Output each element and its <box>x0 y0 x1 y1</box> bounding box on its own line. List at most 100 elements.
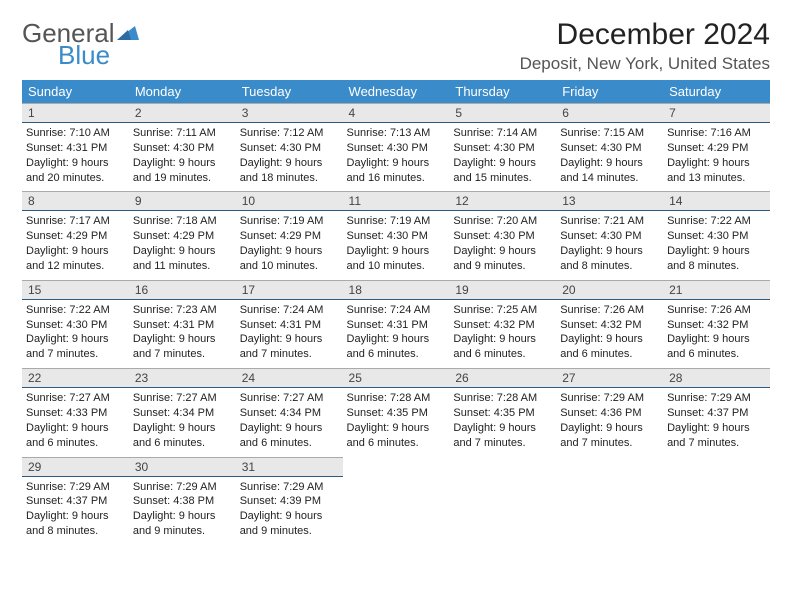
logo-text-blue: Blue <box>58 42 139 68</box>
sunrise-text: Sunrise: 7:27 AM <box>240 391 339 406</box>
sunset-text: Sunset: 4:30 PM <box>347 229 446 244</box>
sunrise-text: Sunrise: 7:27 AM <box>133 391 232 406</box>
sunrise-text: Sunrise: 7:22 AM <box>26 303 125 318</box>
sunrise-text: Sunrise: 7:11 AM <box>133 126 232 141</box>
sunset-text: Sunset: 4:31 PM <box>133 318 232 333</box>
logo-mark-icon <box>117 18 139 44</box>
day-cell: Sunrise: 7:21 AMSunset: 4:30 PMDaylight:… <box>556 211 663 280</box>
sunset-text: Sunset: 4:29 PM <box>667 141 766 156</box>
sunrise-text: Sunrise: 7:14 AM <box>453 126 552 141</box>
day-number: 21 <box>663 280 770 299</box>
day-number: 30 <box>129 457 236 476</box>
day-cell: Sunrise: 7:24 AMSunset: 4:31 PMDaylight:… <box>236 299 343 368</box>
logo: General Blue <box>22 18 139 68</box>
sunrise-text: Sunrise: 7:25 AM <box>453 303 552 318</box>
sunset-text: Sunset: 4:37 PM <box>667 406 766 421</box>
sunset-text: Sunset: 4:29 PM <box>240 229 339 244</box>
sunset-text: Sunset: 4:32 PM <box>560 318 659 333</box>
day-number: 23 <box>129 369 236 388</box>
sunrise-text: Sunrise: 7:13 AM <box>347 126 446 141</box>
sunrise-text: Sunrise: 7:26 AM <box>667 303 766 318</box>
sunrise-text: Sunrise: 7:10 AM <box>26 126 125 141</box>
daylight-text: Daylight: 9 hours and 15 minutes. <box>453 156 552 186</box>
day-cell: Sunrise: 7:18 AMSunset: 4:29 PMDaylight:… <box>129 211 236 280</box>
daylight-text: Daylight: 9 hours and 14 minutes. <box>560 156 659 186</box>
day-cell: Sunrise: 7:27 AMSunset: 4:34 PMDaylight:… <box>236 388 343 457</box>
day-number: 13 <box>556 192 663 211</box>
sunset-text: Sunset: 4:35 PM <box>347 406 446 421</box>
day-cell: Sunrise: 7:29 AMSunset: 4:36 PMDaylight:… <box>556 388 663 457</box>
day-cell: Sunrise: 7:20 AMSunset: 4:30 PMDaylight:… <box>449 211 556 280</box>
sunset-text: Sunset: 4:30 PM <box>133 141 232 156</box>
day-number <box>343 457 450 476</box>
day-cell: Sunrise: 7:25 AMSunset: 4:32 PMDaylight:… <box>449 299 556 368</box>
location-text: Deposit, New York, United States <box>520 54 770 74</box>
day-number: 17 <box>236 280 343 299</box>
sunset-text: Sunset: 4:34 PM <box>133 406 232 421</box>
sunset-text: Sunset: 4:34 PM <box>240 406 339 421</box>
daylight-text: Daylight: 9 hours and 6 minutes. <box>26 421 125 451</box>
daylight-text: Daylight: 9 hours and 9 minutes. <box>133 509 232 539</box>
sunset-text: Sunset: 4:38 PM <box>133 494 232 509</box>
daynum-row: 22232425262728 <box>22 369 770 388</box>
day-cell: Sunrise: 7:19 AMSunset: 4:29 PMDaylight:… <box>236 211 343 280</box>
day-cell <box>663 476 770 545</box>
daylight-text: Daylight: 9 hours and 6 minutes. <box>560 332 659 362</box>
dow-thursday: Thursday <box>449 80 556 104</box>
dow-friday: Friday <box>556 80 663 104</box>
daylight-text: Daylight: 9 hours and 7 minutes. <box>453 421 552 451</box>
daynum-row: 293031 <box>22 457 770 476</box>
daylight-text: Daylight: 9 hours and 13 minutes. <box>667 156 766 186</box>
day-number: 12 <box>449 192 556 211</box>
sunrise-text: Sunrise: 7:23 AM <box>133 303 232 318</box>
sunset-text: Sunset: 4:39 PM <box>240 494 339 509</box>
sunrise-text: Sunrise: 7:29 AM <box>133 480 232 495</box>
sunset-text: Sunset: 4:30 PM <box>453 229 552 244</box>
sunset-text: Sunset: 4:30 PM <box>667 229 766 244</box>
daynum-row: 1234567 <box>22 104 770 123</box>
day-cell: Sunrise: 7:13 AMSunset: 4:30 PMDaylight:… <box>343 123 450 192</box>
day-number: 9 <box>129 192 236 211</box>
sunrise-text: Sunrise: 7:29 AM <box>26 480 125 495</box>
sunrise-text: Sunrise: 7:17 AM <box>26 214 125 229</box>
sunset-text: Sunset: 4:31 PM <box>26 141 125 156</box>
page-title: December 2024 <box>520 18 770 52</box>
day-cell: Sunrise: 7:22 AMSunset: 4:30 PMDaylight:… <box>22 299 129 368</box>
day-cell: Sunrise: 7:22 AMSunset: 4:30 PMDaylight:… <box>663 211 770 280</box>
day-number: 16 <box>129 280 236 299</box>
week-row: Sunrise: 7:10 AMSunset: 4:31 PM Daylight:… <box>22 123 770 192</box>
sunrise-text: Sunrise: 7:16 AM <box>667 126 766 141</box>
sunset-text: Sunset: 4:30 PM <box>240 141 339 156</box>
day-number: 5 <box>449 104 556 123</box>
day-number: 25 <box>343 369 450 388</box>
sunrise-text: Sunrise: 7:24 AM <box>347 303 446 318</box>
day-cell: Sunrise: 7:17 AMSunset: 4:29 PMDaylight:… <box>22 211 129 280</box>
daylight-text: Daylight: 9 hours and 6 minutes. <box>347 421 446 451</box>
day-number: 4 <box>343 104 450 123</box>
day-number: 27 <box>556 369 663 388</box>
daylight-text: Daylight: 9 hours and 7 minutes. <box>26 332 125 362</box>
day-number: 29 <box>22 457 129 476</box>
sunrise-text: Sunrise: 7:27 AM <box>26 391 125 406</box>
sunset-text: Sunset: 4:32 PM <box>667 318 766 333</box>
sunset-text: Sunset: 4:31 PM <box>240 318 339 333</box>
week-row: Sunrise: 7:29 AMSunset: 4:37 PMDaylight:… <box>22 476 770 545</box>
daylight-text: Daylight: 9 hours and 7 minutes. <box>667 421 766 451</box>
week-row: Sunrise: 7:27 AMSunset: 4:33 PMDaylight:… <box>22 388 770 457</box>
sunset-text: Sunset: 4:30 PM <box>26 318 125 333</box>
calendar-table: Sunday Monday Tuesday Wednesday Thursday… <box>22 80 770 545</box>
day-cell <box>343 476 450 545</box>
sunset-text: Sunset: 4:33 PM <box>26 406 125 421</box>
day-cell: Sunrise: 7:29 AMSunset: 4:37 PMDaylight:… <box>663 388 770 457</box>
daylight-text: Daylight: 9 hours and 8 minutes. <box>667 244 766 274</box>
day-number: 14 <box>663 192 770 211</box>
sunrise-text: Sunrise: 7:24 AM <box>240 303 339 318</box>
day-number <box>556 457 663 476</box>
dow-tuesday: Tuesday <box>236 80 343 104</box>
daylight-text: Daylight: 9 hours and 6 minutes. <box>667 332 766 362</box>
dow-saturday: Saturday <box>663 80 770 104</box>
daynum-row: 15161718192021 <box>22 280 770 299</box>
day-number: 18 <box>343 280 450 299</box>
daylight-text: Daylight: 9 hours and 18 minutes. <box>240 156 339 186</box>
day-number: 6 <box>556 104 663 123</box>
